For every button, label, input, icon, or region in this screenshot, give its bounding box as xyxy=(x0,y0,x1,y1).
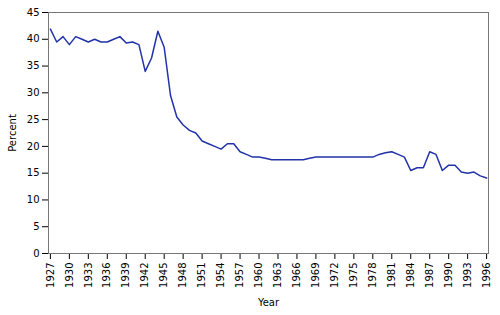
svg-text:1975: 1975 xyxy=(348,263,359,288)
svg-text:1978: 1978 xyxy=(367,263,378,288)
svg-text:1960: 1960 xyxy=(253,263,264,288)
svg-text:1987: 1987 xyxy=(424,263,435,288)
svg-text:40: 40 xyxy=(27,33,40,44)
svg-text:35: 35 xyxy=(27,60,40,71)
svg-text:1927: 1927 xyxy=(45,263,56,288)
svg-text:1996: 1996 xyxy=(481,263,492,288)
svg-text:Percent: Percent xyxy=(7,114,18,152)
svg-text:1930: 1930 xyxy=(64,263,75,288)
svg-text:30: 30 xyxy=(27,87,40,98)
svg-text:20: 20 xyxy=(27,141,40,152)
svg-text:10: 10 xyxy=(27,194,40,205)
svg-text:15: 15 xyxy=(27,167,40,178)
svg-text:1948: 1948 xyxy=(177,263,188,288)
svg-text:1939: 1939 xyxy=(120,263,131,288)
svg-text:1993: 1993 xyxy=(462,263,473,288)
svg-text:1966: 1966 xyxy=(291,263,302,288)
svg-text:1954: 1954 xyxy=(215,263,226,288)
svg-text:1981: 1981 xyxy=(386,263,397,288)
svg-text:0: 0 xyxy=(33,248,39,259)
svg-text:1969: 1969 xyxy=(310,263,321,288)
svg-text:25: 25 xyxy=(27,114,40,125)
svg-text:1942: 1942 xyxy=(139,263,150,288)
svg-text:45: 45 xyxy=(27,7,40,18)
svg-text:1984: 1984 xyxy=(405,263,416,288)
svg-text:1933: 1933 xyxy=(83,263,94,288)
svg-text:1936: 1936 xyxy=(101,263,112,288)
svg-text:1945: 1945 xyxy=(158,263,169,288)
svg-text:Year: Year xyxy=(257,297,280,308)
svg-text:1972: 1972 xyxy=(329,263,340,288)
svg-text:1963: 1963 xyxy=(272,263,283,288)
svg-text:5: 5 xyxy=(33,221,39,232)
svg-text:1957: 1957 xyxy=(234,263,245,288)
svg-text:1990: 1990 xyxy=(443,263,454,288)
svg-text:1951: 1951 xyxy=(196,263,207,288)
